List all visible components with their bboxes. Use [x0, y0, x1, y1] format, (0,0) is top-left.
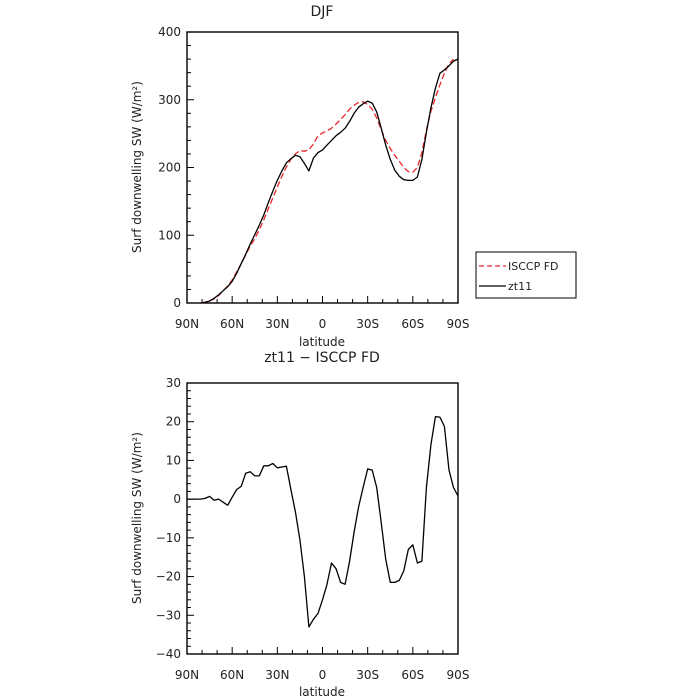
- bottom-y-tick-label: 10: [166, 453, 181, 467]
- bottom-x-tick-label: 30S: [356, 668, 379, 682]
- top-series-line-zt11: [200, 58, 459, 304]
- top-y-tick-label: 100: [158, 228, 181, 242]
- bottom-y-axis-ticks: −40 −30 −20 −10 0 10 20 30: [156, 376, 194, 661]
- bottom-x-tick-label: 90N: [175, 668, 199, 682]
- top-series-group: [200, 58, 459, 304]
- top-x-tick-label: 90S: [447, 317, 470, 331]
- top-y-tick-label: 200: [158, 161, 181, 175]
- bottom-chart-title: zt11 − ISCCP FD: [264, 350, 380, 366]
- bottom-x-tick-label: 30N: [265, 668, 289, 682]
- bottom-x-tick-label: 60S: [401, 668, 424, 682]
- legend-label-isccp: ISCCP FD: [508, 260, 559, 273]
- legend: ISCCP FD zt11: [475, 251, 577, 299]
- top-x-tick-label: 60S: [401, 317, 424, 331]
- top-plot-frame: [186, 31, 459, 304]
- top-x-axis-label: latitude: [299, 335, 345, 349]
- bottom-y-tick-label: 30: [166, 376, 181, 390]
- bottom-y-tick-label: −30: [156, 608, 181, 622]
- bottom-x-tick-label: 0: [319, 668, 327, 682]
- top-x-tick-label: 30S: [356, 317, 379, 331]
- top-chart-title: DJF: [311, 4, 334, 20]
- bottom-plot-frame: [186, 382, 459, 655]
- top-y-axis-ticks: 0 100 200 300 400: [158, 25, 194, 310]
- top-y-tick-label: 0: [173, 296, 181, 310]
- bottom-y-tick-label: 20: [166, 415, 181, 429]
- bottom-series-line-0: [187, 416, 459, 628]
- top-panel: DJF 0 100 200 300 400 90N 60N 30N 0 30S 60S 90S la…: [130, 4, 469, 349]
- bottom-x-axis-label: latitude: [299, 685, 345, 699]
- bottom-y-tick-label: −20: [156, 570, 181, 584]
- legend-box: [475, 251, 577, 299]
- top-x-tick-label: 30N: [265, 317, 289, 331]
- bottom-x-tick-label: 60N: [220, 668, 244, 682]
- bottom-y-tick-label: −10: [156, 531, 181, 545]
- bottom-y-tick-label: −40: [156, 647, 181, 661]
- top-x-tick-label: 90N: [175, 317, 199, 331]
- top-y-tick-label: 400: [158, 25, 181, 39]
- bottom-y-tick-label: 0: [173, 492, 181, 506]
- bottom-panel: zt11 − ISCCP FD −40 −30 −20 −10 0 10 20 30 90N 6…: [130, 350, 469, 699]
- legend-label-zt11: zt11: [508, 280, 532, 293]
- bottom-x-tick-label: 90S: [447, 668, 470, 682]
- bottom-y-axis-label: Surf downwelling SW (W/m²): [130, 432, 144, 604]
- top-y-axis-label: Surf downwelling SW (W/m²): [130, 81, 144, 253]
- top-x-axis-ticks: 90N 60N 30N 0 30S 60S 90S: [175, 296, 470, 331]
- top-x-tick-label: 60N: [220, 317, 244, 331]
- top-y-tick-label: 300: [158, 93, 181, 107]
- top-x-tick-label: 0: [319, 317, 327, 331]
- bottom-series-group: [187, 416, 459, 628]
- top-series-line-isccp-fd: [200, 58, 454, 304]
- bottom-x-axis-ticks: 90N 60N 30N 0 30S 60S 90S: [175, 647, 470, 682]
